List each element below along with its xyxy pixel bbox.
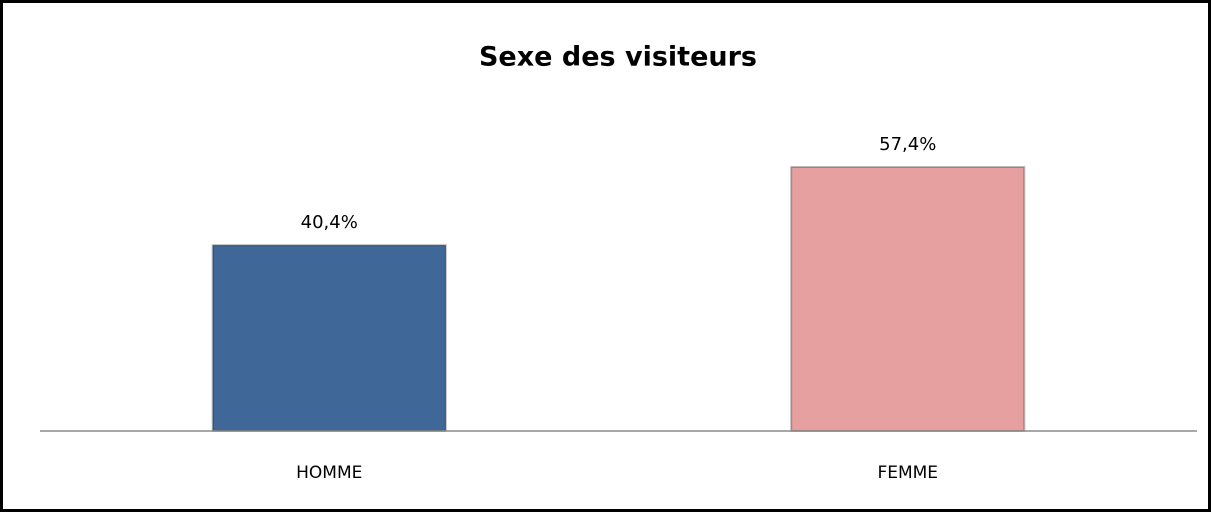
- bar: [790, 165, 1026, 433]
- x-tick-label: FEMME: [877, 463, 938, 483]
- value-label: 57,4%: [879, 134, 936, 155]
- x-tick-label: HOMME: [296, 463, 362, 483]
- chart-title: Sexe des visiteurs: [479, 42, 757, 73]
- bar: [211, 244, 447, 432]
- value-label: 40,4%: [301, 212, 358, 233]
